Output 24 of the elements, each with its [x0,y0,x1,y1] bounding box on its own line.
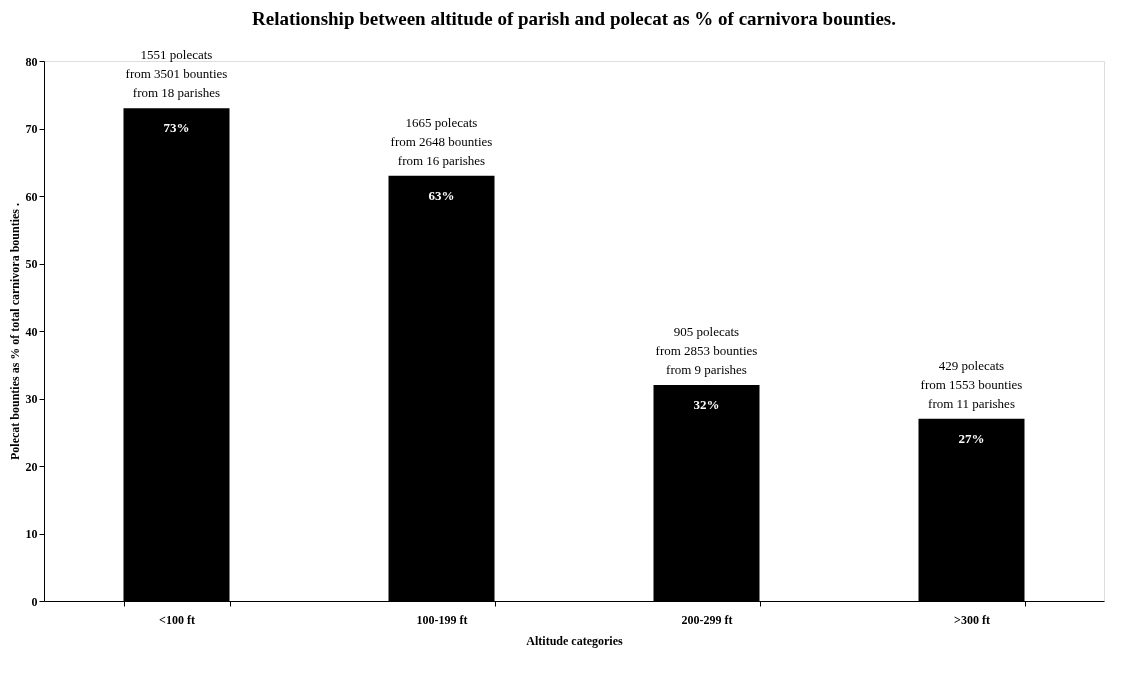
x-tick-label: >300 ft [954,612,990,627]
y-tick-label: 20 [25,459,38,474]
y-tick-label: 40 [25,324,38,339]
y-tick-label: 70 [25,122,38,136]
annotation: 1551 polecats from 3501 bounties from 18 parishes [125,47,228,101]
y-tick-label: 80 [25,54,38,69]
y-tick-label: 50 [25,257,38,271]
x-tick-label: 100-199 ft [416,612,468,627]
x-axis-title: Altitude categories [526,633,623,648]
data-label: 27% [958,430,985,446]
y-tick-label: 60 [25,189,38,204]
x-tick-label: <100 ft [159,612,195,627]
annotation: 905 polecats from 2853 bounties from 9 parishes [655,324,758,377]
data-label: 73% [163,120,190,136]
x-tick-label: 200-299 ft [681,612,733,627]
annotation: 429 polecats from 1553 bounties from 11 parishes [920,357,1023,411]
y-tick-label: 30 [25,392,38,406]
y-tick-label: 10 [25,527,38,541]
data-label: 63% [428,187,455,203]
annotation: 1665 polecats from 2648 bounties from 16 parishes [390,114,493,168]
chart-title: Relationship between altitude of parish and polecat as % of carnivora bounties. [252,8,896,30]
y-axis-title: Polecat bounties as % of total carnivora bounties . [7,203,22,460]
data-label: 32% [693,397,720,412]
y-tick-label: 0 [31,594,38,609]
